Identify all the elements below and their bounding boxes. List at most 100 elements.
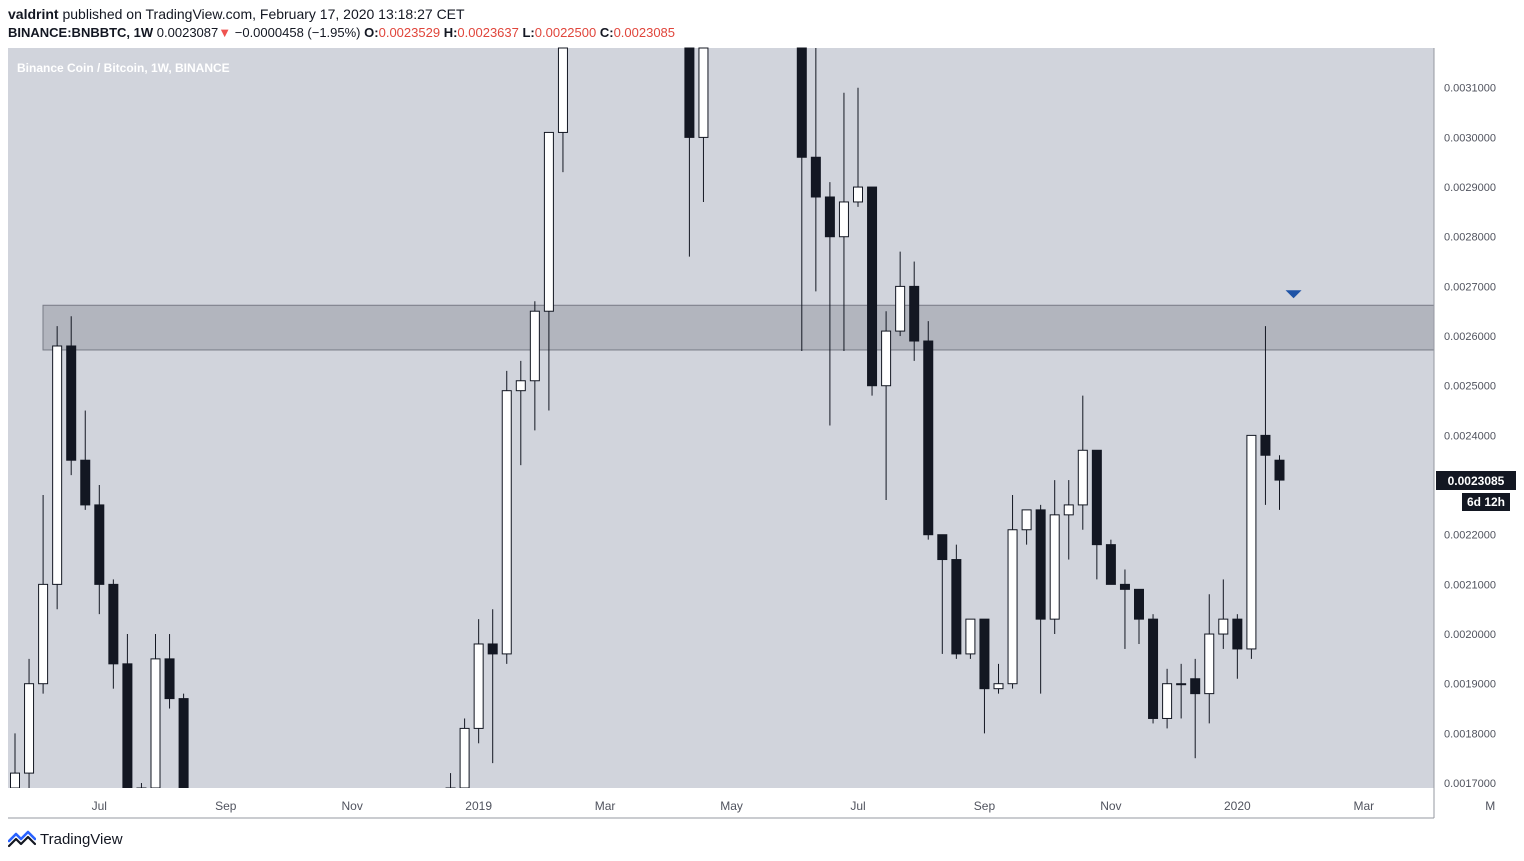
time-tick-label: M bbox=[1485, 799, 1495, 813]
candles-layer bbox=[10, 47, 1285, 790]
change-arrow-icon: ▼ bbox=[218, 25, 232, 40]
candle-down[interactable] bbox=[487, 643, 498, 655]
candle-up[interactable] bbox=[501, 390, 512, 655]
candle-up[interactable] bbox=[1162, 683, 1173, 719]
candle-up[interactable] bbox=[1077, 449, 1088, 506]
candle-up[interactable] bbox=[1007, 529, 1018, 685]
open-label: O: bbox=[364, 25, 379, 40]
close-label: C: bbox=[599, 25, 614, 40]
price-tick-label: 0.0020000 bbox=[1444, 629, 1496, 641]
candle-down[interactable] bbox=[1105, 544, 1116, 585]
candle-down[interactable] bbox=[122, 663, 133, 789]
ohlc-legend: BINANCE:BNBBTC, 1W 0.0023087▼ −0.0000458… bbox=[8, 25, 675, 40]
candle-down[interactable] bbox=[979, 618, 990, 690]
candle-up[interactable] bbox=[993, 683, 1004, 690]
time-tick-label: May bbox=[720, 799, 743, 813]
candle-down[interactable] bbox=[937, 534, 948, 561]
footer: TradingView bbox=[8, 830, 123, 848]
candle-down[interactable] bbox=[1091, 449, 1102, 546]
price-tick-label: 0.0031000 bbox=[1444, 83, 1496, 95]
candle-up[interactable] bbox=[895, 285, 906, 332]
price-change: −0.0000458 (−1.95%) bbox=[234, 25, 361, 40]
candle-up[interactable] bbox=[543, 131, 554, 312]
current-price-tag bbox=[1436, 471, 1516, 490]
candle-up[interactable] bbox=[52, 345, 63, 585]
candle-up[interactable] bbox=[838, 201, 849, 238]
candle-down[interactable] bbox=[684, 47, 695, 138]
time-tick-label: Mar bbox=[1353, 799, 1374, 813]
candle-up[interactable] bbox=[1021, 509, 1032, 531]
candle-up[interactable] bbox=[1049, 514, 1060, 620]
price-tick-label: 0.0029000 bbox=[1444, 182, 1496, 194]
candle-down[interactable] bbox=[66, 345, 77, 461]
author-name[interactable]: valdrint bbox=[8, 6, 59, 22]
price-tick-label: 0.0030000 bbox=[1444, 132, 1496, 144]
time-tick-label: Sep bbox=[974, 799, 996, 813]
price-tick-label: 0.0022000 bbox=[1444, 530, 1496, 542]
tradingview-logo-icon[interactable] bbox=[8, 830, 36, 848]
candle-up[interactable] bbox=[1176, 683, 1187, 686]
candle-up[interactable] bbox=[150, 658, 161, 789]
candle-down[interactable] bbox=[1190, 678, 1201, 695]
candle-down[interactable] bbox=[1274, 459, 1285, 481]
candle-up[interactable] bbox=[853, 186, 863, 203]
last-price: 0.0023087 bbox=[156, 25, 219, 40]
chart-title: Binance Coin / Bitcoin, 1W, BINANCE bbox=[17, 61, 230, 75]
time-tick-label: 2020 bbox=[1224, 799, 1251, 813]
candle-down[interactable] bbox=[178, 698, 189, 789]
close-value: 0.0023085 bbox=[613, 25, 676, 40]
candle-down[interactable] bbox=[810, 156, 821, 198]
time-axis-bg bbox=[8, 788, 1434, 818]
candle-down[interactable] bbox=[1260, 434, 1271, 456]
symbol-label[interactable]: BINANCE:BNBBTC, 1W bbox=[8, 25, 154, 40]
candle-down[interactable] bbox=[796, 47, 807, 158]
candle-up[interactable] bbox=[1218, 618, 1229, 635]
time-tick-label: Sep bbox=[215, 799, 237, 813]
candle-down[interactable] bbox=[108, 583, 119, 665]
plot-area[interactable] bbox=[8, 48, 1434, 788]
candle-down[interactable] bbox=[923, 340, 934, 536]
tradingview-brand[interactable]: TradingView bbox=[40, 830, 123, 848]
candle-down[interactable] bbox=[867, 186, 878, 387]
candle-up[interactable] bbox=[557, 47, 568, 133]
candle-up[interactable] bbox=[10, 772, 20, 789]
price-axis[interactable]: 0.0031000 0.0030000 0.0029000 0.0028000 0.00… bbox=[1444, 83, 1496, 790]
candle-down[interactable] bbox=[1232, 618, 1243, 650]
candle-up[interactable] bbox=[24, 683, 35, 774]
candle-up[interactable] bbox=[38, 583, 49, 685]
candle-up[interactable] bbox=[1063, 504, 1074, 516]
time-tick-label: Mar bbox=[595, 799, 616, 813]
candle-up[interactable] bbox=[1204, 633, 1215, 695]
time-axis[interactable]: Jul Sep Nov 2019 Mar May Jul Sep Nov 2020 Mar M bbox=[92, 799, 1496, 813]
candle-down[interactable] bbox=[164, 658, 175, 700]
candle-down[interactable] bbox=[1035, 509, 1046, 620]
countdown-tag bbox=[1462, 493, 1510, 511]
price-tick-label: 0.0021000 bbox=[1444, 579, 1496, 591]
resistance-zone bbox=[42, 304, 1435, 351]
current-price-label: 0.0023085 bbox=[1448, 474, 1505, 488]
publish-text: published on TradingView.com, February 1… bbox=[62, 6, 465, 22]
candle-down[interactable] bbox=[951, 559, 962, 655]
low-label: L: bbox=[522, 25, 535, 40]
high-value: 0.0023637 bbox=[457, 25, 519, 40]
low-value: 0.0022500 bbox=[534, 25, 597, 40]
price-tick-label: 0.0017000 bbox=[1444, 778, 1496, 790]
price-tick-label: 0.0024000 bbox=[1444, 430, 1496, 442]
candle-down[interactable] bbox=[1119, 583, 1130, 590]
candle-up[interactable] bbox=[1246, 434, 1257, 650]
candle-down[interactable] bbox=[80, 459, 91, 506]
candle-down[interactable] bbox=[909, 285, 920, 342]
candle-up[interactable] bbox=[698, 47, 709, 138]
candle-up[interactable] bbox=[459, 727, 470, 789]
candle-down[interactable] bbox=[94, 504, 105, 585]
candle-up[interactable] bbox=[473, 643, 484, 729]
candle-down[interactable] bbox=[1148, 618, 1159, 719]
candle-down[interactable] bbox=[824, 196, 835, 238]
candle-up[interactable] bbox=[529, 310, 540, 382]
candle-up[interactable] bbox=[881, 330, 892, 387]
candle-down[interactable] bbox=[1134, 588, 1144, 620]
open-value: 0.0023529 bbox=[378, 25, 441, 40]
candle-up[interactable] bbox=[515, 380, 526, 392]
candle-up[interactable] bbox=[965, 618, 976, 655]
